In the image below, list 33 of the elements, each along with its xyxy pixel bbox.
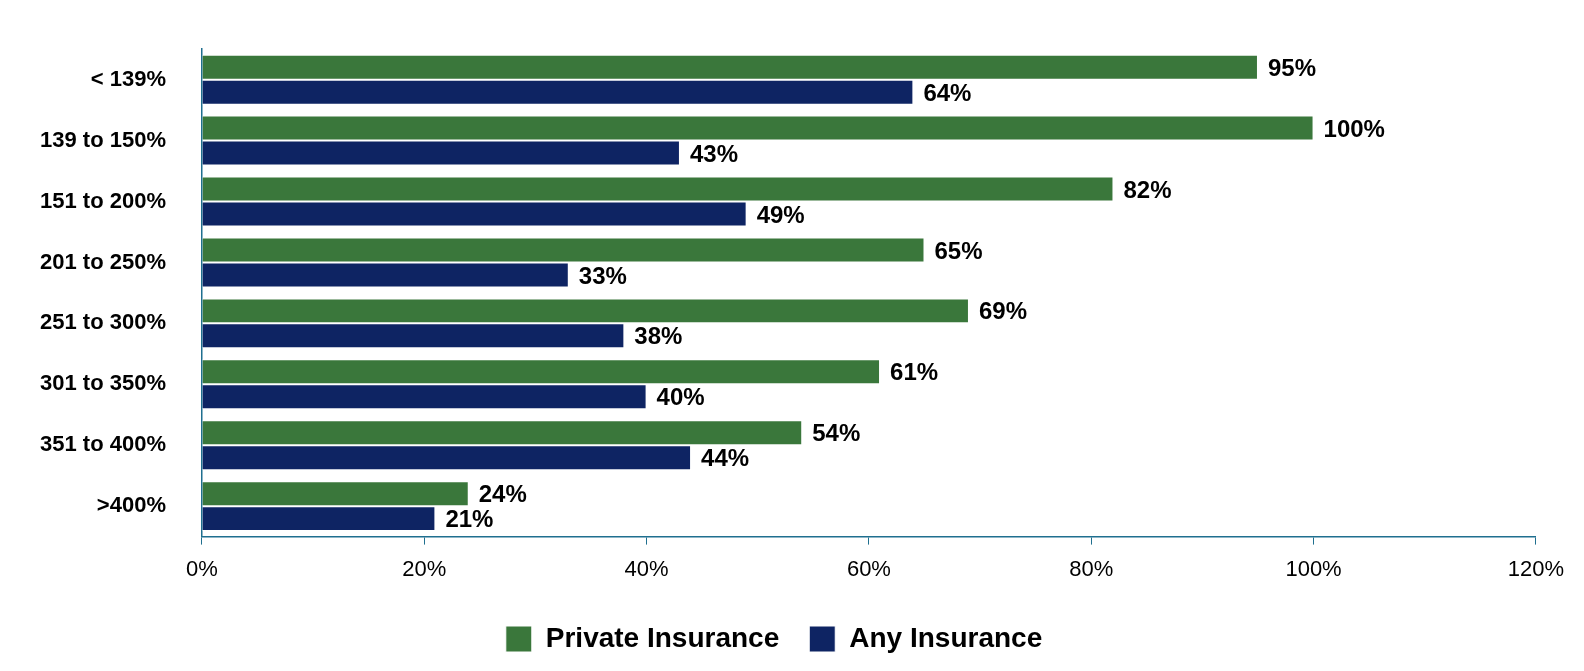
y-tick-label: 201 to 250%: [39, 248, 166, 274]
y-tick-label: < 139%: [90, 65, 166, 91]
legend-label: Any Insurance: [849, 621, 1043, 653]
data-label: 65%: [934, 236, 983, 264]
y-tick-label: 151 to 200%: [39, 187, 166, 213]
data-label: 61%: [890, 358, 939, 386]
data-label: 24%: [478, 480, 527, 508]
data-label: 44%: [701, 444, 750, 472]
data-label: 69%: [978, 297, 1027, 325]
x-tick-label: 40%: [624, 555, 669, 581]
y-tick-label: >400%: [96, 492, 166, 518]
data-label: 49%: [756, 200, 805, 228]
data-label: 40%: [656, 383, 705, 411]
data-label: 54%: [812, 419, 861, 447]
legend-label: Private Insurance: [545, 621, 780, 653]
x-tick-label: 20%: [402, 555, 447, 581]
y-tick-label: 351 to 400%: [39, 431, 166, 457]
data-label: 95%: [1267, 53, 1317, 81]
x-tick-label: 100%: [1285, 555, 1342, 581]
y-tick-label: 251 to 300%: [39, 309, 166, 335]
x-tick-label: 0%: [186, 555, 218, 581]
data-label: 64%: [923, 78, 972, 106]
x-tick-label: 80%: [1069, 555, 1114, 581]
x-tick-label: 120%: [1507, 555, 1565, 581]
data-label: 100%: [1323, 114, 1385, 142]
data-label: 21%: [445, 505, 494, 533]
y-tick-label: 301 to 350%: [39, 370, 166, 396]
data-label: 43%: [689, 139, 738, 167]
data-label: 38%: [634, 322, 683, 350]
x-tick-label: 60%: [846, 555, 891, 581]
y-tick-label: 139 to 150%: [39, 126, 166, 152]
data-label: 82%: [1123, 175, 1172, 203]
data-label: 33%: [578, 261, 627, 289]
